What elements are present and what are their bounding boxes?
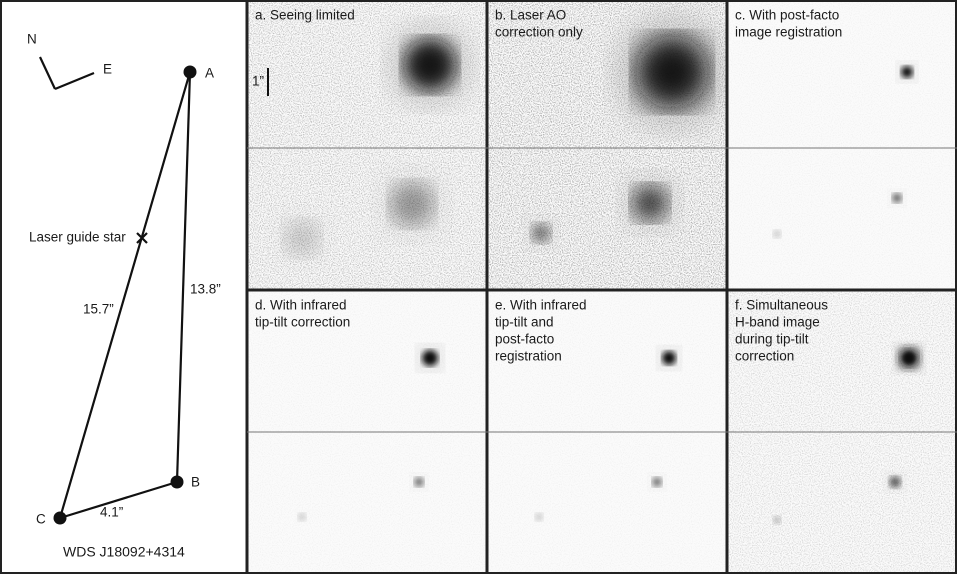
panel-label: e. With infrared bbox=[495, 298, 587, 313]
star-image bbox=[901, 66, 913, 78]
panel-label: tip-tilt correction bbox=[255, 315, 350, 330]
star-image bbox=[404, 39, 456, 91]
figure: a. Seeing limited b. Laser AO correction o… bbox=[0, 0, 957, 574]
star-image bbox=[662, 351, 676, 365]
image-panel: a. Seeing limited bbox=[247, 0, 487, 290]
panel-label: image registration bbox=[735, 25, 842, 40]
star-image bbox=[892, 193, 902, 203]
panel-label: post-facto bbox=[495, 332, 554, 347]
image-panels: a. Seeing limited b. Laser AO correction o… bbox=[247, 0, 957, 574]
star-label: A bbox=[205, 66, 214, 81]
target-name: WDS J18092+4314 bbox=[63, 544, 185, 560]
scale-label: 1” bbox=[252, 74, 264, 89]
star-image bbox=[284, 220, 320, 256]
panel-label: d. With infrared bbox=[255, 298, 347, 313]
star-image bbox=[535, 513, 543, 521]
star-image bbox=[773, 516, 781, 524]
star bbox=[184, 66, 197, 79]
star-image bbox=[298, 513, 306, 521]
star-image bbox=[652, 477, 662, 487]
star-image bbox=[636, 36, 708, 108]
star-image bbox=[422, 350, 438, 366]
panel-label: a. Seeing limited bbox=[255, 8, 355, 23]
star bbox=[171, 476, 184, 489]
star-image bbox=[889, 476, 901, 488]
star bbox=[54, 512, 67, 525]
star-image bbox=[900, 349, 918, 367]
sensor-noise bbox=[727, 0, 957, 290]
laser-label: Laser guide star bbox=[29, 230, 126, 245]
panel-label: c. With post-facto bbox=[735, 8, 839, 23]
panel-label: correction only bbox=[495, 25, 583, 40]
image-panel: b. Laser AO correction only bbox=[487, 0, 730, 290]
star-label: B bbox=[191, 475, 200, 490]
star-image bbox=[414, 477, 424, 487]
star-image bbox=[773, 230, 781, 238]
image-panel: c. With post-facto image registration bbox=[727, 0, 957, 290]
compass-label: N bbox=[27, 32, 37, 47]
separation-label: 13.8” bbox=[190, 282, 221, 297]
panel-label: during tip-tilt bbox=[735, 332, 809, 347]
panel-label: b. Laser AO bbox=[495, 8, 566, 23]
star-image bbox=[632, 185, 668, 221]
separation-label: 15.7” bbox=[83, 302, 114, 317]
star-image bbox=[390, 182, 434, 226]
compass-label: E bbox=[103, 62, 112, 77]
star-label: C bbox=[36, 512, 46, 527]
panel-label: f. Simultaneous bbox=[735, 298, 828, 313]
panel-label: H-band image bbox=[735, 315, 820, 330]
star-image bbox=[531, 223, 551, 243]
separation-label: 4.1” bbox=[100, 505, 123, 520]
panel-label: registration bbox=[495, 349, 562, 364]
panel-label: correction bbox=[735, 349, 794, 364]
panel-label: tip-tilt and bbox=[495, 315, 554, 330]
